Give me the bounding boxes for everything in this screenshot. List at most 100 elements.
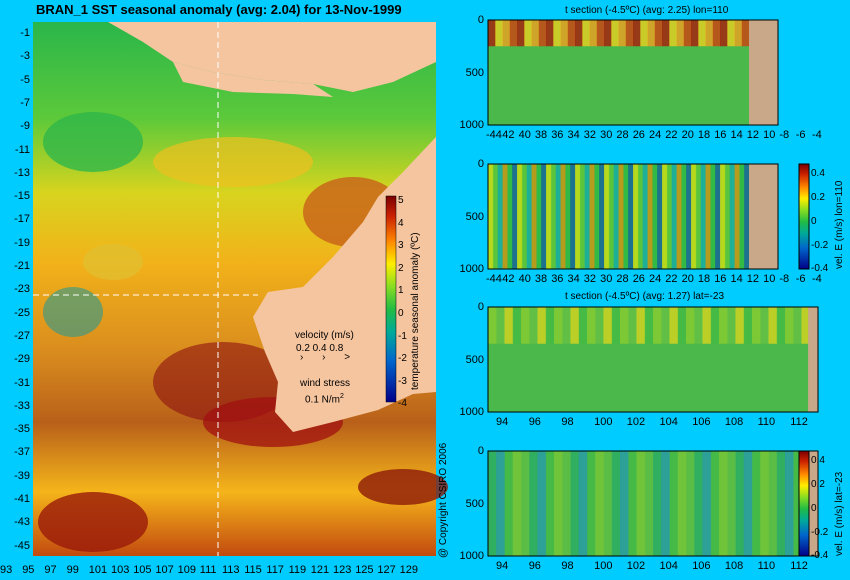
- velocity-colorbar: [798, 450, 810, 557]
- section-stripe: [517, 164, 523, 269]
- section-stripe: [705, 20, 714, 47]
- panel-x-tick: 110: [757, 560, 776, 572]
- panel-x-tick: 32: [583, 129, 597, 141]
- velocity-colorbar-tick: 0.4: [811, 455, 825, 466]
- section-stripe: [653, 307, 662, 344]
- map-y-tick: -37: [14, 446, 30, 459]
- panel-x-tick: 104: [659, 560, 678, 572]
- section-stripe: [529, 451, 538, 556]
- section-stripe: [644, 451, 654, 556]
- panel-x-tick: 112: [790, 416, 808, 428]
- map-y-tick: -45: [14, 539, 30, 552]
- section-stripe: [743, 307, 753, 344]
- velocity-colorbar-tick: 0.2: [811, 478, 825, 490]
- panel-y-tick: 500: [465, 66, 484, 79]
- map-y-tick: -17: [14, 213, 30, 226]
- section-stripe: [677, 307, 687, 344]
- section-stripe: [608, 164, 615, 269]
- section-stripe: [488, 164, 494, 269]
- map-colorbar-tick: 5: [398, 195, 404, 206]
- section-stripe: [554, 451, 563, 556]
- section-stripe: [611, 451, 621, 556]
- map-y-tick: -21: [14, 260, 30, 272]
- panel-x-tick: 94: [496, 416, 509, 428]
- land-mask: [808, 451, 818, 556]
- section-stripe: [488, 451, 497, 556]
- map-x-tick: 127: [377, 564, 396, 576]
- panel-y-tick: 1000: [459, 550, 484, 562]
- land-mask: [808, 307, 818, 412]
- section-stripe: [599, 164, 605, 269]
- velocity-colorbar-label: vel. E (m/s) lon=110: [834, 180, 845, 269]
- section-stripe: [567, 20, 576, 47]
- velocity-colorbar-tick: 0.4: [811, 168, 825, 179]
- panel-x-tick: -8: [779, 129, 790, 141]
- section-stripe: [625, 20, 634, 47]
- panel-x-tick: 24: [649, 129, 662, 141]
- section-stripe: [562, 307, 571, 344]
- panel-x-tick: 36: [551, 129, 564, 141]
- map-x-tick: 99: [66, 564, 79, 576]
- section-stripe: [496, 451, 505, 556]
- section-stripe: [620, 307, 629, 344]
- map-x-tick: 121: [310, 564, 330, 576]
- section-stripe: [504, 307, 514, 344]
- section-stripe: [570, 451, 580, 556]
- copyright: @ Copyright CSIRO 2006: [438, 442, 449, 558]
- panel-x-tick: -6: [795, 273, 806, 285]
- section-stripe: [715, 164, 721, 269]
- section-stripe: [677, 451, 687, 556]
- velocity-colorbar-tick: 0.2: [811, 191, 825, 203]
- map-x-tick: 123: [333, 564, 352, 576]
- map-y-tick: -13: [14, 166, 30, 179]
- section-stripe: [642, 164, 648, 269]
- map-colorbar-tick: 2: [398, 262, 404, 274]
- panel-x-tick: 24: [649, 273, 662, 285]
- section-stripe: [669, 451, 679, 556]
- section-stripe: [541, 164, 547, 269]
- map-y-tick: -11: [14, 143, 30, 156]
- panel-x-tick: 102: [626, 416, 646, 428]
- panel-x-tick: -4: [812, 273, 822, 285]
- section-stripe: [502, 20, 511, 47]
- section-stripe: [727, 20, 735, 47]
- section-stripe: [705, 164, 711, 269]
- section-stripe: [521, 164, 528, 269]
- section-stripe: [595, 307, 604, 344]
- section-stripe: [587, 451, 596, 556]
- panel-x-tick: 100: [594, 416, 613, 428]
- section-stripe: [653, 451, 662, 556]
- section-stripe: [604, 20, 612, 47]
- section-stripe: [652, 164, 658, 269]
- map-y-tick: -23: [14, 283, 30, 296]
- section-stripe: [776, 307, 786, 344]
- section-stripe: [504, 451, 514, 556]
- section-stripe: [578, 307, 588, 344]
- section-stripe: [681, 164, 687, 269]
- section-stripe: [538, 20, 547, 47]
- land-mask: [749, 20, 778, 125]
- map-x-tick: 125: [355, 564, 374, 576]
- main-title: BRAN_1 SST seasonal anomaly (avg: 2.04) …: [36, 2, 402, 17]
- section-stripe: [691, 164, 697, 269]
- section-stripe: [710, 451, 720, 556]
- section-stripe: [686, 451, 695, 556]
- section-stripe: [488, 20, 496, 47]
- panel-x-tick: 30: [600, 273, 613, 285]
- section-heatmap: [487, 163, 779, 270]
- panel-x-tick: 26: [632, 273, 645, 285]
- section-stripe: [512, 164, 518, 269]
- sst-anomaly-map: [33, 22, 448, 556]
- section-stripe: [546, 164, 552, 269]
- map-x-tick: 117: [266, 564, 284, 576]
- section-stripe: [603, 451, 613, 556]
- section-stripe: [529, 307, 538, 344]
- map-x-tick: 93: [0, 564, 13, 576]
- section-stripe: [628, 451, 637, 556]
- panel-y-tick: 500: [465, 210, 484, 223]
- section-stripe: [719, 307, 728, 344]
- section-stripe: [741, 20, 750, 47]
- section-stripe: [710, 164, 716, 269]
- map-y-tick: -35: [14, 423, 30, 436]
- section-stripe: [686, 164, 692, 269]
